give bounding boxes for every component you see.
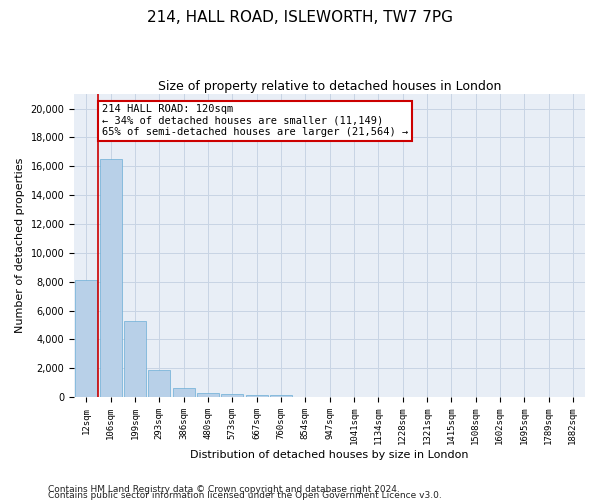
Text: Contains public sector information licensed under the Open Government Licence v3: Contains public sector information licen… <box>48 491 442 500</box>
Bar <box>245 394 268 397</box>
Bar <box>173 388 194 397</box>
Y-axis label: Number of detached properties: Number of detached properties <box>15 158 25 334</box>
Bar <box>124 320 146 397</box>
Text: 214, HALL ROAD, ISLEWORTH, TW7 7PG: 214, HALL ROAD, ISLEWORTH, TW7 7PG <box>147 10 453 25</box>
Bar <box>148 370 170 397</box>
X-axis label: Distribution of detached houses by size in London: Distribution of detached houses by size … <box>190 450 469 460</box>
Bar <box>221 394 243 397</box>
Bar <box>100 159 122 397</box>
Text: 214 HALL ROAD: 120sqm
← 34% of detached houses are smaller (11,149)
65% of semi-: 214 HALL ROAD: 120sqm ← 34% of detached … <box>102 104 409 138</box>
Bar <box>197 393 219 397</box>
Bar <box>270 395 292 397</box>
Bar <box>76 280 97 397</box>
Text: Contains HM Land Registry data © Crown copyright and database right 2024.: Contains HM Land Registry data © Crown c… <box>48 484 400 494</box>
Title: Size of property relative to detached houses in London: Size of property relative to detached ho… <box>158 80 501 93</box>
